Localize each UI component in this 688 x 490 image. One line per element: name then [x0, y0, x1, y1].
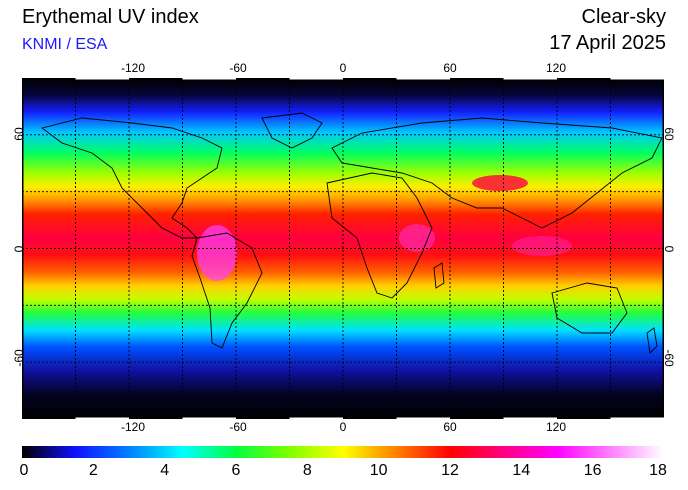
africa-outline: [326, 172, 433, 299]
colorbar-tick-label: 2: [88, 462, 98, 479]
lat-tick-right-3: -60: [662, 349, 676, 367]
colorbar-tick-label: 6: [231, 462, 241, 479]
south-america-outline: [191, 232, 263, 349]
map-title: Erythemal UV index: [22, 6, 199, 28]
colorbar-tick-label: 8: [302, 462, 312, 479]
lon-tick-top-5: 120: [545, 61, 567, 75]
lon-tick-top-3: 0: [339, 61, 347, 75]
lon-tick-bot-4: 60: [443, 420, 457, 434]
date-label: 17 April 2025: [549, 32, 666, 54]
tibet-hotspot: [472, 175, 528, 191]
lon-tick-top-4: 60: [443, 61, 457, 75]
graticule: [22, 78, 664, 419]
colorbar-tick-label: 14: [512, 462, 531, 479]
colorbar-tick-label: 18: [649, 462, 667, 479]
indonesia-hotspot: [512, 236, 572, 256]
australia-outline: [551, 282, 628, 334]
coastlines: [40, 112, 663, 354]
mode-label: Clear-sky: [581, 6, 666, 28]
new-zealand-outline: [646, 327, 658, 354]
andes-hotspot: [197, 225, 237, 281]
colorbar-tick-label: 16: [583, 462, 602, 479]
colorbar-gradient: [22, 446, 664, 458]
lon-tick-bot-5: 120: [545, 420, 567, 434]
lat-tick-right-1: 60: [662, 127, 676, 141]
north-america-outline: [40, 117, 223, 239]
uv-index-map: [22, 78, 664, 419]
colorbar-tick-label: 12: [441, 462, 459, 479]
colorbar-tick-label: 10: [369, 462, 388, 479]
lon-tick-bot-1: -120: [120, 420, 146, 434]
madagascar-outline: [433, 262, 445, 289]
eurasia-outline: [331, 117, 663, 229]
africa-hotspot: [399, 224, 435, 252]
lon-tick-top-2: -60: [229, 61, 247, 75]
greenland-outline: [261, 112, 323, 149]
lon-tick-bot-3: 0: [339, 420, 347, 434]
lon-tick-top-1: -120: [120, 61, 146, 75]
uv-colorbar: [22, 446, 664, 458]
lat-tick-right-2: 0: [662, 245, 676, 253]
lon-tick-bot-2: -60: [229, 420, 247, 434]
source-label: KNMI / ESA: [22, 36, 108, 53]
colorbar-tick-label: 0: [19, 462, 29, 479]
colorbar-tick-label: 4: [160, 462, 170, 479]
